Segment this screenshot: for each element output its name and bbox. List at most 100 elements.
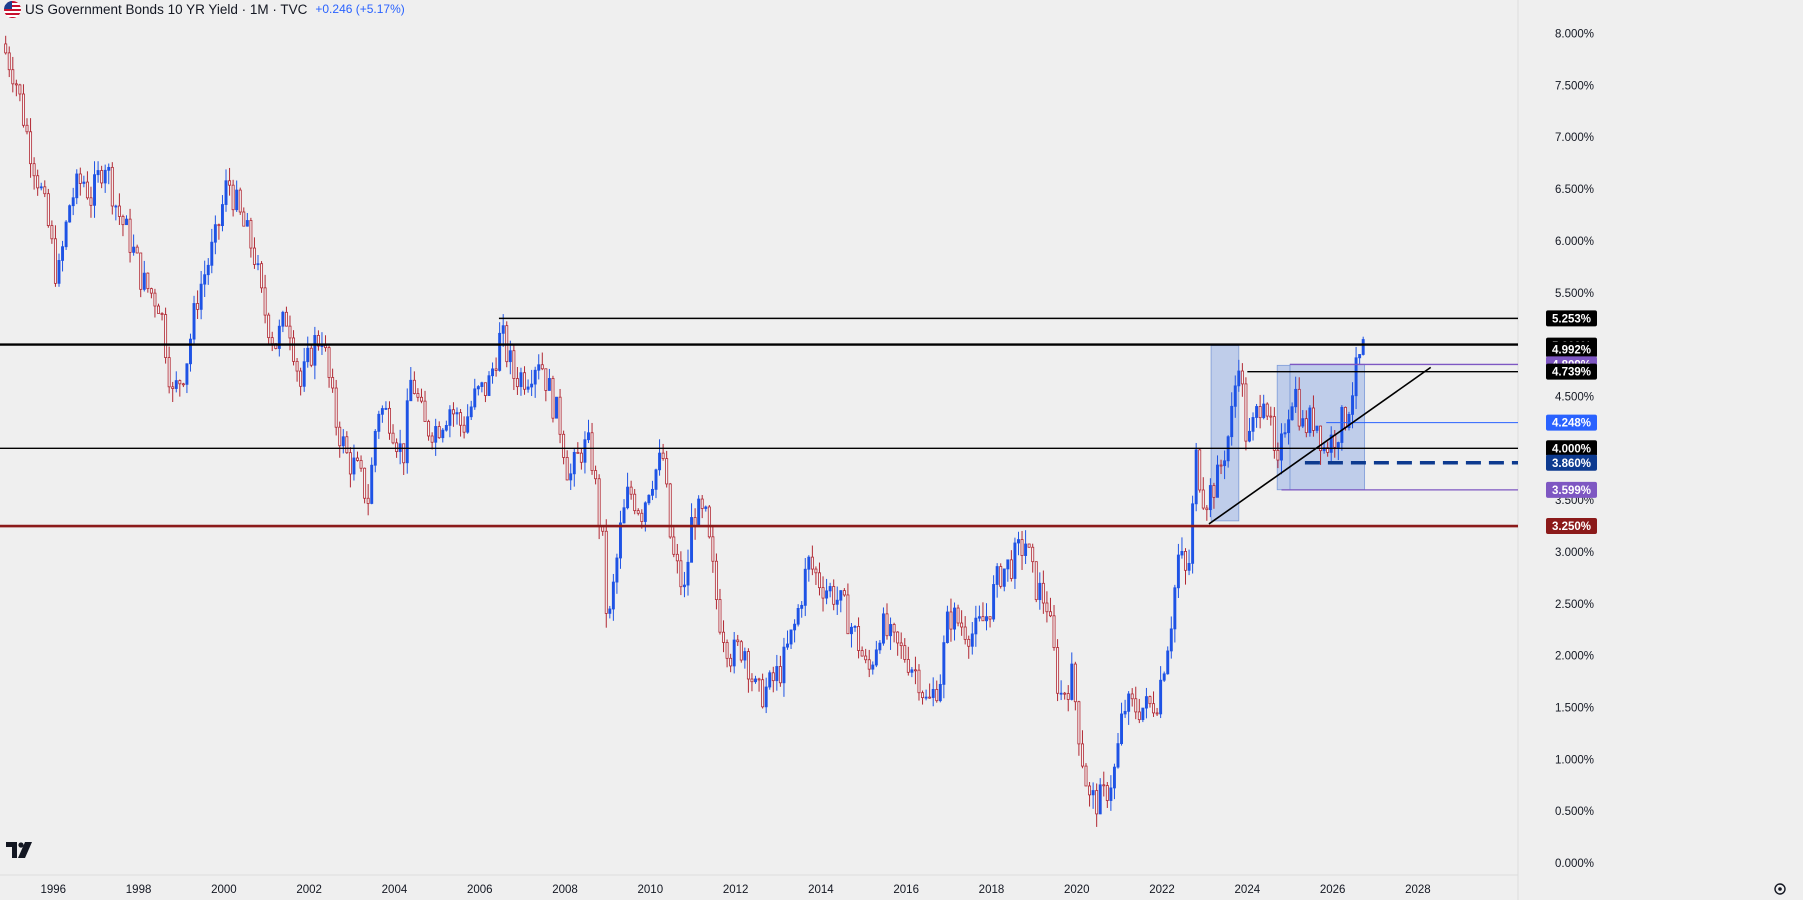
candle-body — [1169, 628, 1173, 652]
candle-body — [1294, 388, 1298, 408]
candle-body — [615, 557, 619, 583]
candle-body — [1144, 696, 1148, 709]
tradingview-logo-icon[interactable] — [6, 842, 36, 863]
candle-body — [1109, 787, 1113, 801]
candle-body — [825, 590, 829, 599]
candle-body — [1219, 464, 1223, 467]
candle-body — [1184, 551, 1187, 571]
candle-body — [999, 566, 1003, 587]
highlight-box-0[interactable] — [1210, 345, 1240, 522]
candle-body — [167, 357, 171, 388]
candle-body — [750, 678, 754, 683]
candle-body — [778, 666, 782, 684]
candle-body — [725, 642, 729, 659]
x-tick-label: 2020 — [1064, 884, 1090, 896]
x-tick-label: 2014 — [808, 884, 834, 896]
candle-body — [39, 186, 43, 189]
candle-body — [608, 608, 612, 614]
candle-body — [405, 400, 409, 464]
candle-body — [338, 426, 342, 447]
candle-body — [1034, 561, 1038, 601]
candle-body — [487, 375, 491, 396]
candle-body — [1017, 539, 1020, 544]
candle-body — [1098, 784, 1102, 815]
candle-body — [874, 649, 878, 666]
candle-body — [1116, 743, 1120, 768]
candle-body — [128, 218, 132, 253]
candle-body — [1216, 464, 1219, 498]
x-tick-label: 2002 — [296, 884, 322, 896]
candle-body — [1162, 673, 1166, 681]
x-tick-label: 2012 — [723, 884, 749, 896]
candle-body — [949, 611, 953, 630]
price-change: +0.246 (+5.17%) — [315, 2, 405, 16]
candle-body — [57, 260, 61, 284]
candle-body — [125, 218, 128, 226]
candle-body — [636, 510, 640, 514]
candle-body — [576, 451, 580, 454]
candle-body — [366, 497, 370, 504]
candle-body — [370, 464, 374, 504]
candle-body — [277, 325, 281, 349]
candle-body — [1191, 503, 1195, 564]
candle-body — [821, 587, 825, 599]
candle-body — [515, 378, 519, 388]
candle-body — [594, 470, 598, 480]
candle-body — [1141, 707, 1145, 721]
candle-body — [1120, 713, 1124, 745]
candle-body — [590, 432, 594, 471]
candle-body — [1290, 406, 1294, 421]
candle-body — [1152, 703, 1155, 714]
x-tick-label: 2008 — [552, 884, 578, 896]
candle-body — [1198, 449, 1202, 491]
candle-body — [1361, 339, 1365, 355]
candle-body — [1091, 790, 1095, 796]
y-tick-label: 0.500% — [1555, 806, 1594, 818]
candle-body — [238, 189, 242, 213]
x-tick-label: 1998 — [126, 884, 152, 896]
candle-body — [849, 626, 853, 635]
price-badge — [1546, 310, 1597, 327]
candle-body — [903, 645, 907, 660]
y-tick-label: 1.000% — [1555, 754, 1594, 766]
candle-body — [121, 216, 125, 226]
x-tick-label: 2016 — [893, 884, 919, 896]
candle-body — [491, 368, 495, 377]
candle-body — [736, 639, 740, 643]
candle-body — [572, 451, 576, 475]
settings-gear-icon[interactable] — [1774, 883, 1786, 895]
candle-body — [459, 412, 463, 426]
candle-body — [395, 442, 399, 452]
candle-body — [242, 211, 246, 227]
x-tick-label: 2024 — [1235, 884, 1261, 896]
candle-body — [1041, 582, 1045, 604]
candle-body — [1166, 650, 1170, 675]
candle-body — [1077, 701, 1081, 745]
candle-body — [377, 413, 381, 432]
candle-body — [142, 272, 146, 290]
candle-body — [331, 377, 335, 389]
price-badge — [1546, 341, 1597, 358]
candle-body — [1049, 611, 1052, 617]
candle-body — [107, 166, 111, 171]
candle-body — [1297, 388, 1301, 427]
candle-body — [1279, 433, 1283, 461]
x-tick-label: 1996 — [41, 884, 67, 896]
candle-body — [100, 170, 104, 184]
candle-body — [235, 189, 239, 211]
candle-body — [75, 173, 79, 199]
candle-body — [1073, 663, 1077, 703]
candle-body — [839, 590, 843, 601]
candle-body — [231, 184, 235, 211]
candle-body — [931, 688, 935, 698]
trendline[interactable] — [1208, 366, 1432, 525]
candle-body — [661, 452, 665, 460]
candle-body — [814, 568, 818, 574]
candle-body — [739, 641, 743, 661]
candle-body — [945, 611, 949, 644]
candle-body — [171, 386, 175, 389]
highlight-box-2[interactable] — [1289, 363, 1366, 491]
candle-body — [466, 416, 470, 433]
candle-body — [1176, 554, 1180, 589]
